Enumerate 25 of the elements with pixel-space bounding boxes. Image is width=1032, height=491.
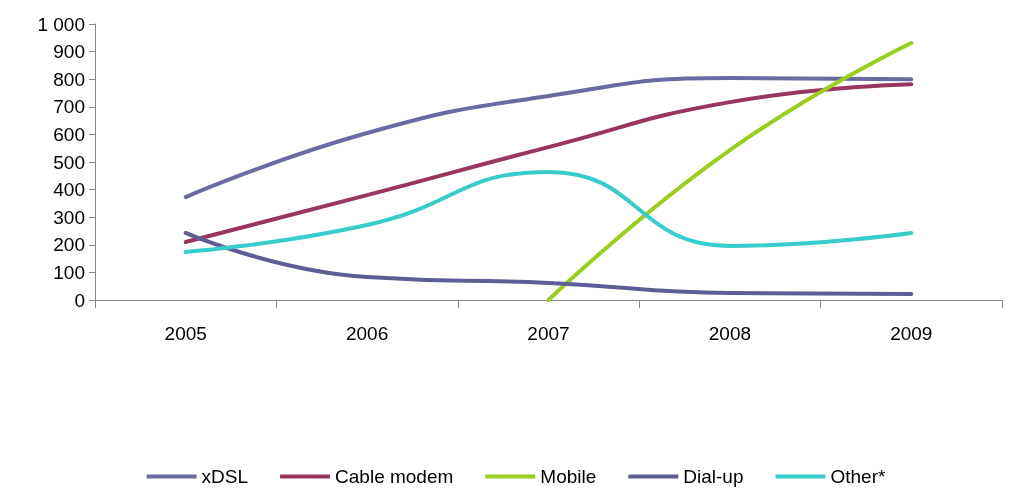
y-tick-label: 0 [74,289,85,311]
x-tick-label: 2009 [890,323,933,344]
legend-label: Mobile [540,466,597,487]
x-tick-label: 2007 [527,323,570,344]
legend-label: Dial-up [683,466,744,487]
y-tick-label: 900 [53,41,85,63]
legend-label: xDSL [201,466,249,487]
y-tick-label: 600 [53,123,85,145]
y-tick-label: 300 [53,206,85,228]
y-tick-label: 800 [53,68,85,90]
x-tick-label: 2008 [708,323,752,344]
y-tick-label: 100 [53,261,85,283]
line-series [183,230,914,296]
y-tick-label: 200 [53,234,85,256]
x-tick-label: 2006 [345,323,389,344]
legend-label: Other* [830,466,887,487]
y-tick-label: 500 [53,151,85,173]
y-tick-label: 1 000 [37,13,85,35]
legend-label: Cable modem [335,466,454,487]
y-tick-label: 700 [53,96,85,118]
x-tick-label: 2005 [164,323,207,344]
y-tick-label: 400 [53,179,85,201]
line-series [183,82,914,245]
line-series [183,76,914,200]
line-series [183,169,914,254]
